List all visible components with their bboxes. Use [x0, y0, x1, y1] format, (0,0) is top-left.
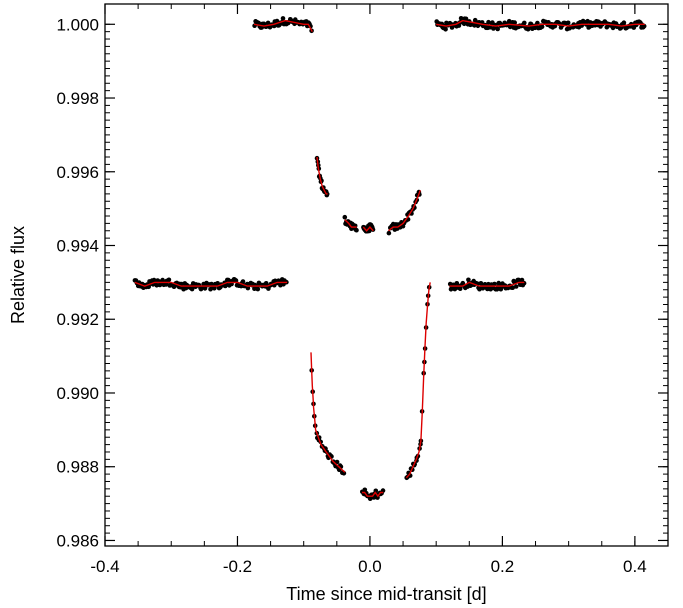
data-point — [380, 488, 386, 493]
data-point — [233, 278, 239, 283]
y-tick-label: 0.994 — [56, 237, 99, 256]
data-point — [610, 25, 616, 31]
data-point — [166, 277, 172, 283]
model-curve — [253, 19, 313, 33]
y-tick-label: 0.988 — [56, 458, 99, 477]
model-curve — [310, 352, 346, 473]
data-point — [342, 214, 348, 220]
data-point — [443, 27, 448, 32]
model-curve — [362, 491, 384, 498]
data-point — [521, 280, 527, 286]
model-curve — [405, 282, 431, 479]
data-point — [151, 277, 157, 283]
data-point — [512, 20, 517, 25]
data-point — [492, 281, 497, 287]
data-point — [341, 471, 347, 476]
data-point — [280, 16, 286, 21]
axes: -0.4 -0.2 0.0 0.2 0.4 0.986 0.988 0.990 0.992 0.9… — [56, 4, 669, 576]
model-curve — [344, 219, 357, 228]
data-point — [522, 20, 527, 26]
data-point — [212, 286, 217, 291]
model-curve — [362, 226, 374, 232]
data-point — [189, 286, 195, 292]
x-tick-label: -0.4 — [90, 557, 119, 576]
y-tick-label: 0.996 — [56, 163, 99, 182]
x-tick-label: -0.2 — [223, 557, 252, 576]
model-curve — [436, 19, 645, 27]
data-point — [565, 20, 571, 26]
data-point — [621, 20, 627, 26]
y-tick-label: 0.992 — [56, 310, 99, 329]
data-point — [513, 284, 519, 289]
x-tick-label: 0.4 — [623, 557, 647, 576]
model-curve — [134, 281, 288, 287]
data-point — [202, 286, 208, 291]
y-tick-label: 1.000 — [56, 15, 99, 34]
data-point — [373, 488, 379, 494]
data-point — [354, 227, 359, 233]
model-curve — [316, 156, 328, 195]
y-tick-label: 0.986 — [56, 531, 99, 550]
data-point — [539, 24, 545, 30]
model-curve — [388, 189, 421, 232]
data-point — [255, 286, 261, 292]
data-point — [367, 496, 373, 502]
model-curves — [134, 19, 645, 498]
y-tick-label: 0.990 — [56, 384, 99, 403]
x-axis-label: Time since mid-transit [d] — [286, 584, 486, 604]
y-axis-label: Relative flux — [8, 226, 28, 324]
data-point — [510, 285, 515, 291]
data-point — [498, 286, 504, 292]
x-tick-label: 0.0 — [358, 557, 382, 576]
data-point — [386, 230, 392, 236]
x-tick-label: 0.2 — [491, 557, 515, 576]
y-tick-label: 0.998 — [56, 89, 99, 108]
model-curve — [449, 281, 525, 287]
data-point — [240, 279, 246, 284]
data-point — [495, 26, 501, 32]
data-point — [463, 16, 469, 22]
